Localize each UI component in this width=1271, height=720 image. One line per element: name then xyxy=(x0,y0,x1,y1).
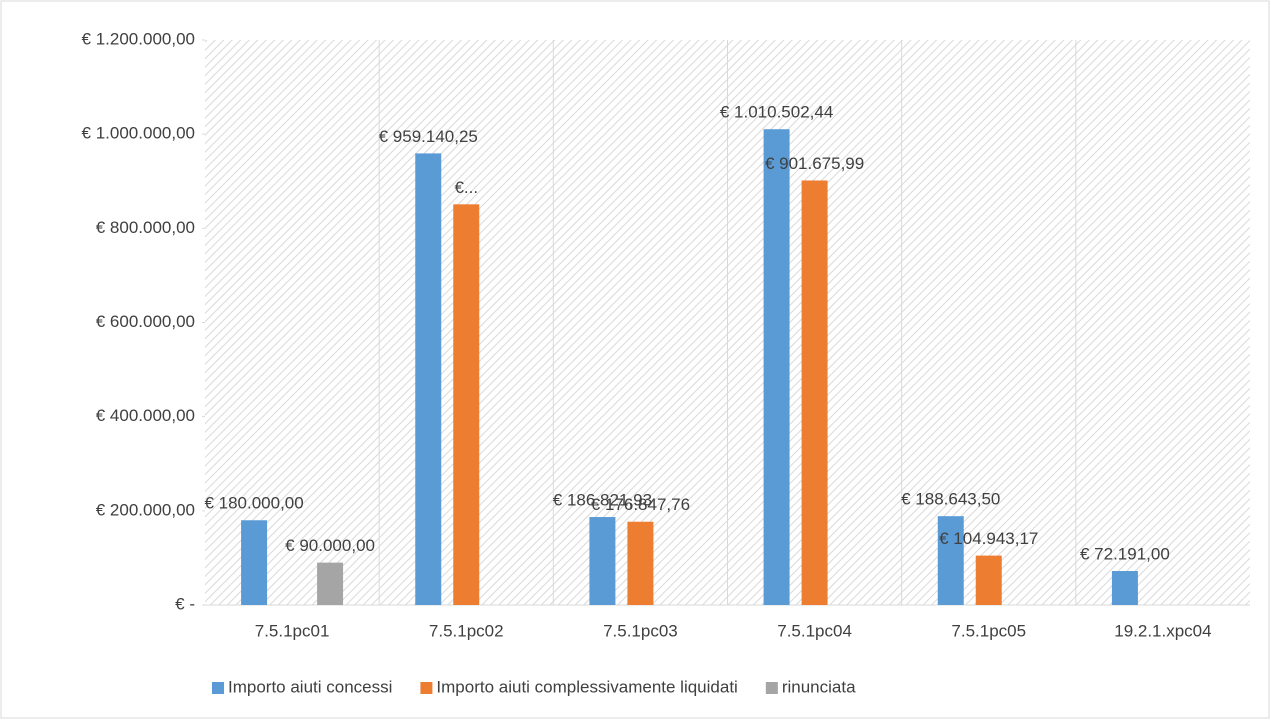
bar xyxy=(937,516,964,605)
x-tick-label: 7.5.1pc05 xyxy=(951,621,1026,640)
x-tick-label: 7.5.1pc04 xyxy=(777,621,852,640)
y-tick-label: € - xyxy=(175,594,195,613)
bar xyxy=(241,520,268,605)
y-tick-label: € 400.000,00 xyxy=(96,406,195,425)
data-label: €... xyxy=(454,178,478,197)
data-label: € 180.000,00 xyxy=(204,494,303,513)
legend-swatch xyxy=(212,682,224,694)
legend-swatch xyxy=(420,682,433,694)
data-label: € 188.643,50 xyxy=(901,490,1000,509)
data-label: € 901.675,99 xyxy=(765,154,864,173)
data-label: € 176.847,76 xyxy=(591,495,690,514)
y-tick-label: € 800.000,00 xyxy=(96,218,195,237)
legend-label: Importo aiuti complessivamente liquidati xyxy=(436,677,737,696)
x-tick-label: 7.5.1pc03 xyxy=(603,621,678,640)
y-tick-label: € 200.000,00 xyxy=(96,500,195,519)
x-tick-label: 7.5.1pc02 xyxy=(429,621,504,640)
data-label: € 104.943,17 xyxy=(939,529,1038,548)
y-tick-label: € 600.000,00 xyxy=(96,312,195,331)
data-label: € 186.821,93 xyxy=(553,491,652,510)
legend-label: Importo aiuti concessi xyxy=(228,677,392,696)
data-label: € 959.140,25 xyxy=(379,127,478,146)
y-tick-label: € 1.200.000,00 xyxy=(82,29,195,48)
bar xyxy=(453,204,480,605)
bar xyxy=(627,521,654,605)
bar xyxy=(589,517,616,605)
legend-swatch xyxy=(765,682,778,694)
bar xyxy=(801,180,828,606)
y-tick-label: € 1.000.000,00 xyxy=(82,124,195,143)
data-label: € 1.010.502,44 xyxy=(720,103,833,122)
x-tick-label: 7.5.1pc01 xyxy=(255,621,330,640)
x-tick-label: 19.2.1.xpc04 xyxy=(1114,621,1211,640)
bar xyxy=(1111,571,1138,605)
bar xyxy=(975,555,1002,605)
bar xyxy=(317,562,344,605)
data-label: € 90.000,00 xyxy=(285,536,375,555)
legend-label: rinunciata xyxy=(782,677,856,696)
bar xyxy=(415,153,442,606)
data-label: € 72.191,00 xyxy=(1080,544,1170,563)
bar xyxy=(763,129,790,605)
